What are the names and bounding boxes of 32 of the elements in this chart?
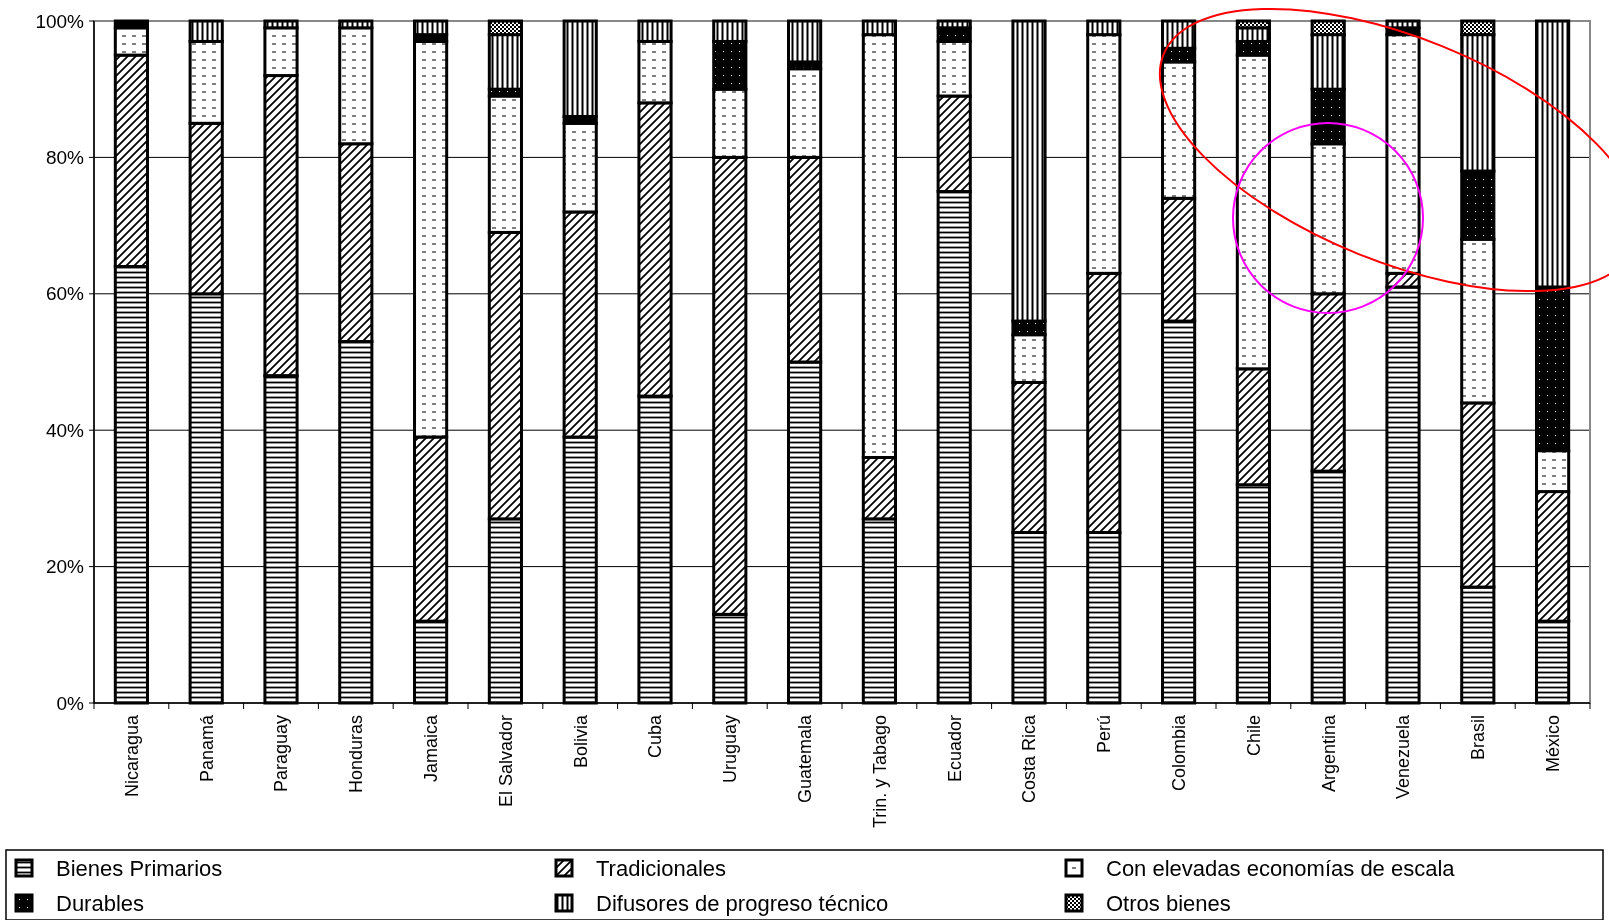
x-tick-label: Panamá — [196, 714, 217, 783]
x-tick-label: Honduras — [346, 715, 367, 794]
x-tick-label: Ecuador — [944, 715, 965, 783]
legend-label: Otros bienes — [1106, 890, 1231, 916]
x-tick-label: Chile — [1243, 715, 1264, 757]
x-tick-label: Trin. y Tabago — [869, 715, 890, 829]
x-tick-label: Perú — [1094, 715, 1115, 754]
y-tick-label: 40% — [45, 419, 85, 441]
y-tick-label: 0% — [56, 692, 85, 714]
y-tick-label: 60% — [45, 283, 85, 305]
legend-label: Tradicionales — [596, 855, 727, 881]
x-tick-label: Argentina — [1318, 714, 1339, 793]
x-tick-label: Colombia — [1168, 714, 1189, 792]
legend-label: Difusores de progreso técnico — [596, 890, 889, 916]
x-tick-label: Brasil — [1468, 715, 1489, 761]
x-tick-label: El Salvador — [495, 715, 516, 808]
x-tick-label: Costa Rica — [1019, 714, 1040, 804]
legend-label: Con elevadas economías de escala — [1106, 855, 1456, 881]
y-tick-label: 100% — [35, 10, 85, 32]
legend-label: Bienes Primarios — [56, 855, 223, 881]
y-tick-label: 80% — [45, 147, 85, 169]
x-tick-label: Cuba — [645, 714, 666, 759]
x-tick-label: Uruguay — [720, 715, 741, 784]
x-tick-label: Guatemala — [794, 714, 815, 804]
x-tick-label: Jamaica — [420, 714, 441, 783]
x-tick-label: Paraguay — [271, 715, 292, 793]
x-tick-label: Venezuela — [1393, 714, 1414, 800]
legend-label: Durables — [56, 890, 145, 916]
x-tick-label: Bolivia — [570, 714, 591, 769]
x-tick-label: Nicaragua — [121, 714, 142, 798]
x-tick-label: México — [1542, 715, 1563, 773]
y-tick-label: 20% — [45, 556, 85, 578]
